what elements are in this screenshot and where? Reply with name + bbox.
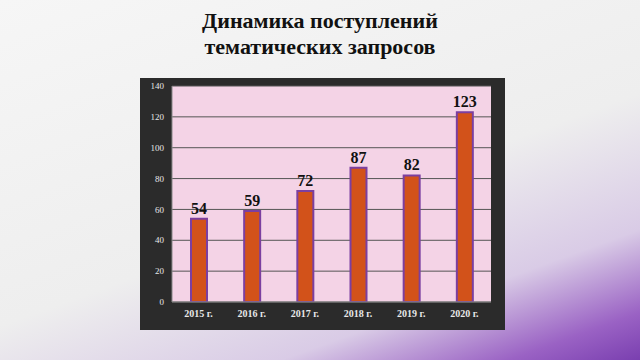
svg-text:54: 54 — [191, 200, 207, 217]
svg-text:40: 40 — [155, 235, 165, 245]
svg-text:2015 г.: 2015 г. — [184, 308, 213, 319]
html-text:Динамика поступлений тематичес: Динамика поступлений тематических запрос… — [202, 8, 438, 59]
svg-text:120: 120 — [151, 112, 165, 122]
svg-text:140: 140 — [151, 81, 165, 91]
svg-text:2017 г.: 2017 г. — [291, 308, 320, 319]
svg-text:2018 г.: 2018 г. — [344, 308, 373, 319]
svg-text:80: 80 — [155, 174, 165, 184]
svg-text:60: 60 — [155, 205, 165, 215]
svg-text:20: 20 — [155, 266, 165, 276]
svg-text:100: 100 — [151, 143, 165, 153]
svg-text:123: 123 — [453, 93, 477, 110]
svg-text:59: 59 — [244, 192, 260, 209]
svg-text:87: 87 — [351, 149, 367, 166]
svg-text:82: 82 — [404, 156, 420, 173]
svg-text:72: 72 — [297, 172, 313, 189]
svg-text:0: 0 — [160, 297, 165, 307]
svg-text:2019 г.: 2019 г. — [397, 308, 426, 319]
svg-text:2016 г.: 2016 г. — [238, 308, 267, 319]
svg-text:2020 г.: 2020 г. — [450, 308, 479, 319]
